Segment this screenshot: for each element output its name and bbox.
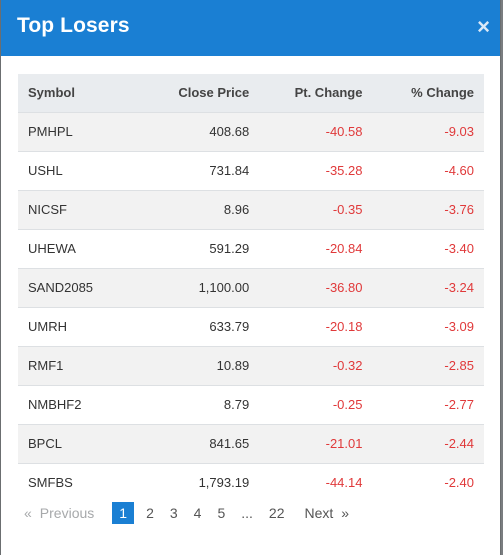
table-body: PMHPL 408.68 -40.58 -9.03 USHL 731.84 -35.28 -4… <box>18 111 484 502</box>
cell-pct-change: -3.09 <box>372 306 484 346</box>
cell-close-price: 731.84 <box>125 150 260 190</box>
pagination: « Previous 1 2 3 4 5 ... 22 Next » <box>18 502 355 524</box>
cell-pct-change: -3.76 <box>372 189 484 229</box>
cell-pct-change: -3.24 <box>372 267 484 307</box>
cell-close-price: 1,100.00 <box>125 267 260 307</box>
header-close-price[interactable]: Close Price <box>178 85 250 101</box>
cell-close-price: 10.89 <box>125 345 260 385</box>
cell-symbol: RMF1 <box>18 345 126 385</box>
page-3-button[interactable]: 3 <box>169 505 178 521</box>
cell-pct-change: -9.03 <box>372 111 484 151</box>
cell-symbol: UHEWA <box>18 228 126 268</box>
cell-symbol: PMHPL <box>18 111 126 151</box>
cell-close-price: 633.79 <box>125 306 260 346</box>
cell-close-price: 8.79 <box>125 384 260 424</box>
cell-pt-change: -36.80 <box>259 267 373 307</box>
cell-pt-change: -0.32 <box>259 345 373 385</box>
cell-pt-change: -0.25 <box>259 384 373 424</box>
header-symbol[interactable]: Symbol <box>28 85 75 101</box>
cell-symbol: USHL <box>18 150 126 190</box>
cell-symbol: SMFBS <box>18 462 126 502</box>
table-row[interactable]: USHL 731.84 -35.28 -4.60 <box>18 150 484 190</box>
table-row[interactable]: NICSF 8.96 -0.35 -3.76 <box>18 189 484 229</box>
header-pct-change[interactable]: % Change <box>411 85 474 101</box>
table-row[interactable]: PMHPL 408.68 -40.58 -9.03 <box>18 111 484 151</box>
cell-pt-change: -40.58 <box>259 111 373 151</box>
cell-close-price: 408.68 <box>125 111 260 151</box>
previous-button: Previous <box>39 505 95 521</box>
next-arrow-icon[interactable]: » <box>341 505 350 521</box>
cell-pt-change: -21.01 <box>259 423 373 463</box>
modal-header: Top Losers × <box>1 0 500 56</box>
table-row[interactable]: BPCL 841.65 -21.01 -2.44 <box>18 423 484 463</box>
next-button[interactable]: Next <box>304 505 334 521</box>
cell-pt-change: -20.84 <box>259 228 373 268</box>
cell-close-price: 1,793.19 <box>125 462 260 502</box>
modal-title: Top Losers <box>17 14 130 37</box>
pagination-ellipsis: ... <box>241 505 253 521</box>
page-22-button[interactable]: 22 <box>268 505 285 521</box>
close-icon[interactable]: × <box>477 14 490 39</box>
losers-table-container: Symbol Close Price Pt. Change % Change P… <box>18 74 484 502</box>
page-5-button[interactable]: 5 <box>217 505 226 521</box>
cell-pt-change: -44.14 <box>259 462 373 502</box>
cell-pct-change: -2.85 <box>372 345 484 385</box>
cell-pct-change: -2.44 <box>372 423 484 463</box>
cell-pt-change: -20.18 <box>259 306 373 346</box>
cell-pct-change: -2.77 <box>372 384 484 424</box>
table-row[interactable]: UMRH 633.79 -20.18 -3.09 <box>18 306 484 346</box>
cell-close-price: 841.65 <box>125 423 260 463</box>
cell-symbol: NICSF <box>18 189 126 229</box>
page-2-button[interactable]: 2 <box>146 505 154 521</box>
table-row[interactable]: SMFBS 1,793.19 -44.14 -2.40 <box>18 462 484 502</box>
cell-symbol: NMBHF2 <box>18 384 126 424</box>
page-1-button[interactable]: 1 <box>112 502 135 524</box>
table-row[interactable]: SAND2085 1,100.00 -36.80 -3.24 <box>18 267 484 307</box>
cell-close-price: 8.96 <box>125 189 260 229</box>
table-header-row: Symbol Close Price Pt. Change % Change <box>18 74 484 112</box>
cell-symbol: BPCL <box>18 423 126 463</box>
prev-arrow-icon: « <box>24 505 32 521</box>
losers-table: Symbol Close Price Pt. Change % Change P… <box>18 74 484 502</box>
cell-pct-change: -3.40 <box>372 228 484 268</box>
cell-pct-change: -2.40 <box>372 462 484 502</box>
cell-symbol: UMRH <box>18 306 126 346</box>
table-row[interactable]: NMBHF2 8.79 -0.25 -2.77 <box>18 384 484 424</box>
cell-pt-change: -35.28 <box>259 150 373 190</box>
cell-pt-change: -0.35 <box>259 189 373 229</box>
page-4-button[interactable]: 4 <box>193 505 202 521</box>
cell-symbol: SAND2085 <box>18 267 126 307</box>
table-row[interactable]: RMF1 10.89 -0.32 -2.85 <box>18 345 484 385</box>
table-row[interactable]: UHEWA 591.29 -20.84 -3.40 <box>18 228 484 268</box>
cell-close-price: 591.29 <box>125 228 260 268</box>
header-pt-change[interactable]: Pt. Change <box>294 85 363 101</box>
cell-pct-change: -4.60 <box>372 150 484 190</box>
